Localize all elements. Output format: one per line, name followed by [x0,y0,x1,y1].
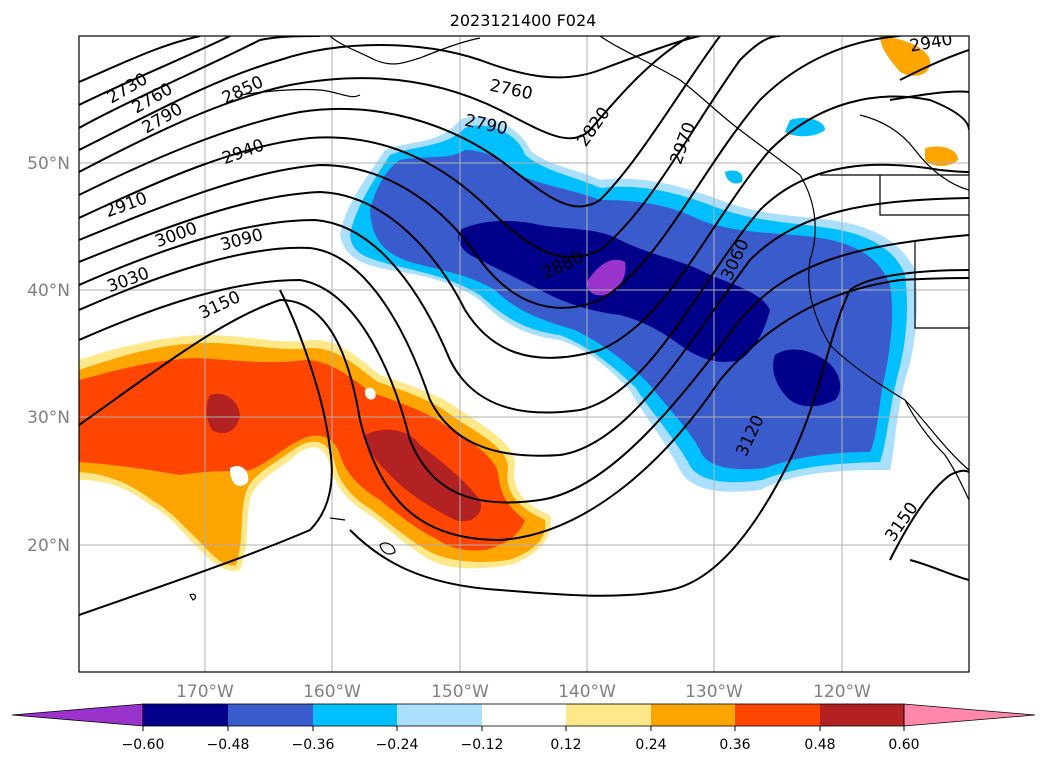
map-title: 2023121400 F024 [450,11,597,30]
height-contours [79,36,969,616]
colorbar-segment [143,704,228,726]
lon-label: 160°W [303,682,361,702]
positive-anomaly-field [79,36,958,571]
lon-label: 150°W [431,682,489,702]
colorbar-tick-label: −0.48 [207,737,250,753]
longitude-labels: 170°W 160°W 150°W 140°W 130°W 120°W [176,682,871,702]
lon-label: 140°W [558,682,616,702]
colorbar-segment [735,704,820,726]
colorbar-segment [651,704,735,726]
colorbar-segment [313,704,397,726]
lon-label: 120°W [813,682,871,702]
colorbar-tick-label: 0.60 [888,737,919,753]
colorbar-tick-label: −0.12 [461,737,504,753]
colorbar-segment [566,704,651,726]
colorbar-tick-label: −0.60 [122,737,165,753]
latitude-labels: 50°N 40°N 30°N 20°N [27,154,70,556]
map-area: 2730 2760 2790 2850 2760 2790 2820 2970 … [79,36,969,672]
negative-anomaly-field [340,116,917,492]
colorbar-ticks [142,726,905,731]
colorbar-segment [228,704,313,726]
colorbar-tick-label: −0.24 [376,737,419,753]
colorbar-segment [820,704,904,726]
colorbar-segment [482,704,566,726]
colorbar-segment [397,704,482,726]
colorbar-extend-max [903,703,1036,727]
lon-label: 170°W [176,682,234,702]
colorbar-extend-min [11,703,144,727]
colorbar: −0.60 −0.48 −0.36 −0.24 −0.12 0.12 0.24 … [11,703,1036,753]
colorbar-tick-label: 0.24 [635,737,666,753]
colorbar-tick-label: 0.12 [550,737,581,753]
lon-label: 130°W [685,682,743,702]
map-frame [78,35,970,673]
colorbar-tick-label: 0.36 [719,737,750,753]
colorbar-tick-label: 0.48 [804,737,835,753]
lat-label: 30°N [27,408,70,428]
colorbar-tick-label: −0.36 [292,737,335,753]
lat-label: 40°N [27,281,70,301]
colorbar-tick-labels: −0.60 −0.48 −0.36 −0.24 −0.12 0.12 0.24 … [122,737,920,753]
lat-label: 20°N [27,536,70,556]
lat-label: 50°N [27,154,70,174]
